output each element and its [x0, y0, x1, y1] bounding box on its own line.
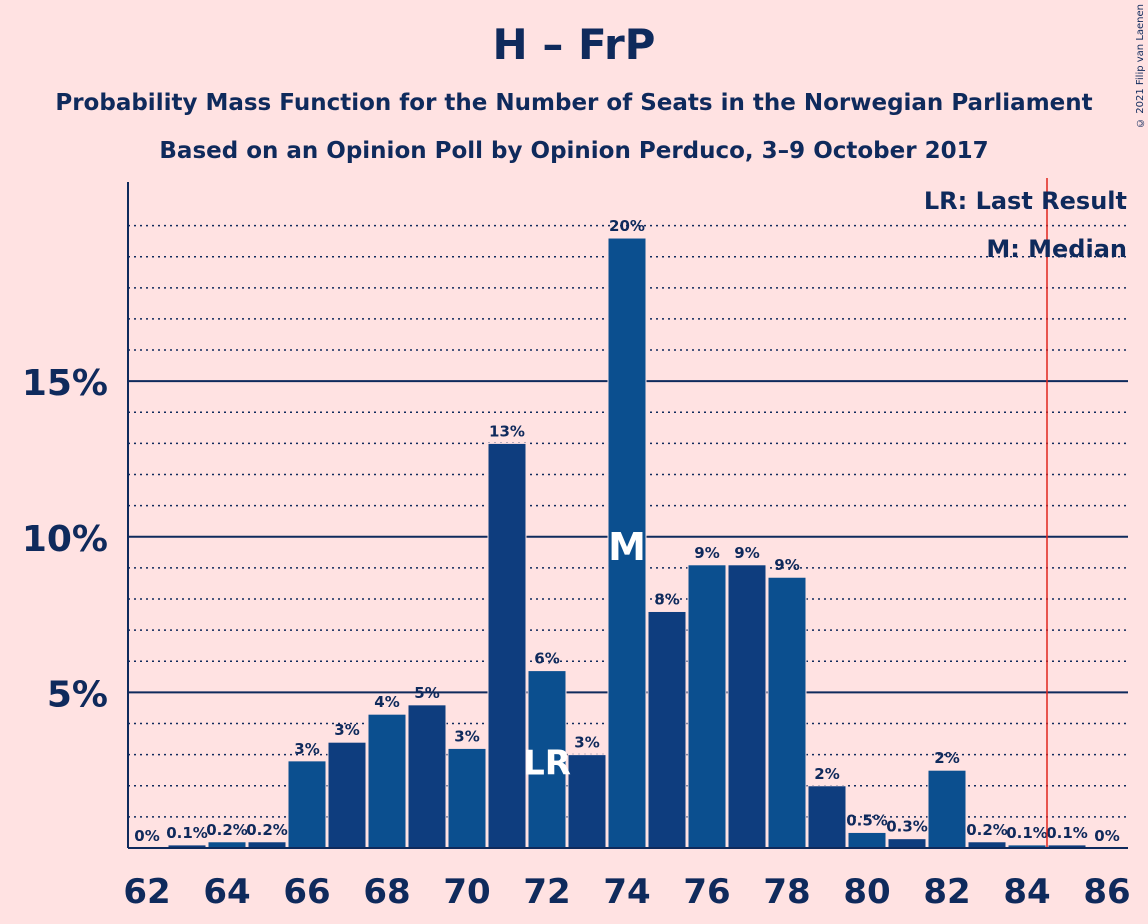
bar [407, 704, 447, 849]
bar-value-label: 0.2% [206, 821, 248, 839]
x-tick-label: 80 [843, 872, 890, 912]
bar [807, 785, 847, 849]
bar-value-label: 0.3% [886, 818, 928, 836]
bar-value-label: 3% [574, 734, 599, 752]
x-tick-label: 78 [763, 872, 810, 912]
y-tick-label: 5% [47, 674, 108, 715]
bar-value-label: 3% [454, 727, 479, 745]
bar [607, 237, 647, 849]
bar [647, 610, 687, 849]
axes: 62 64 66 68 70 72 74 76 78 80 82 84 86 [123, 178, 1131, 912]
bar [927, 769, 967, 849]
bar [567, 754, 607, 849]
bar-value-label: 0.5% [846, 811, 888, 829]
bar-value-label: 8% [654, 590, 679, 608]
chart-subtitle: Probability Mass Function for the Number… [55, 90, 1093, 116]
bar-value-label: 3% [294, 740, 319, 758]
x-tick-label: 62 [123, 872, 170, 912]
bar-value-label: 0% [134, 827, 159, 845]
bar-value-label: 0.2% [246, 821, 288, 839]
chart-subtitle-source: Based on an Opinion Poll by Opinion Perd… [159, 138, 989, 164]
bar [727, 564, 767, 849]
bar-value-label: 9% [734, 544, 759, 562]
legend-median: M: Median [986, 235, 1127, 263]
chart-title: H – FrP [492, 20, 656, 69]
bar [327, 741, 367, 849]
bar [687, 564, 727, 849]
x-tick-label: 66 [283, 872, 330, 912]
x-tick-label: 86 [1083, 872, 1130, 912]
x-tick-label: 72 [523, 872, 570, 912]
bar-value-label: 5% [414, 684, 439, 702]
bar [887, 838, 927, 849]
bar-labels: 0% 0.1%0.2%0.2%3%3%4%5%3%13%6%3%20%8%9% 9%… [134, 217, 1119, 845]
bar [767, 576, 807, 849]
bar-value-label: 0.1% [1046, 824, 1088, 842]
bar-value-label: 0.1% [1006, 824, 1048, 842]
grid-lines: 5% 10% 15% [22, 224, 1128, 818]
x-tick-label: 74 [603, 872, 650, 912]
median-marker: M [608, 525, 646, 569]
bar [447, 747, 487, 849]
bar-value-label: 2% [814, 765, 839, 783]
x-tick-label: 70 [443, 872, 490, 912]
bar-value-label: 20% [609, 217, 645, 235]
bar-value-label: 0.1% [166, 824, 208, 842]
x-tick-label: 64 [203, 872, 250, 912]
bar-value-label: 4% [374, 693, 399, 711]
bar-value-label: 9% [694, 544, 719, 562]
bar [487, 442, 527, 849]
y-tick-label: 10% [22, 519, 108, 560]
last-result-marker: LR [523, 744, 571, 784]
bar-value-label: 9% [774, 556, 799, 574]
bar [847, 831, 887, 849]
bars [167, 237, 1087, 849]
bar-value-label: 6% [534, 650, 559, 668]
x-tick-label: 82 [923, 872, 970, 912]
x-tick-label: 76 [683, 872, 730, 912]
legend-last-result: LR: Last Result [924, 187, 1127, 215]
bar-value-label: 2% [934, 749, 959, 767]
bar [367, 713, 407, 849]
bar [527, 670, 567, 849]
bar-value-label: 0% [1094, 827, 1119, 845]
y-tick-label: 15% [22, 363, 108, 404]
bar-value-label: 13% [489, 422, 525, 440]
bar-value-label: 3% [334, 721, 359, 739]
bar-value-label: 0.2% [966, 821, 1008, 839]
x-tick-label: 84 [1003, 872, 1050, 912]
bar [287, 760, 327, 849]
x-tick-label: 68 [363, 872, 410, 912]
